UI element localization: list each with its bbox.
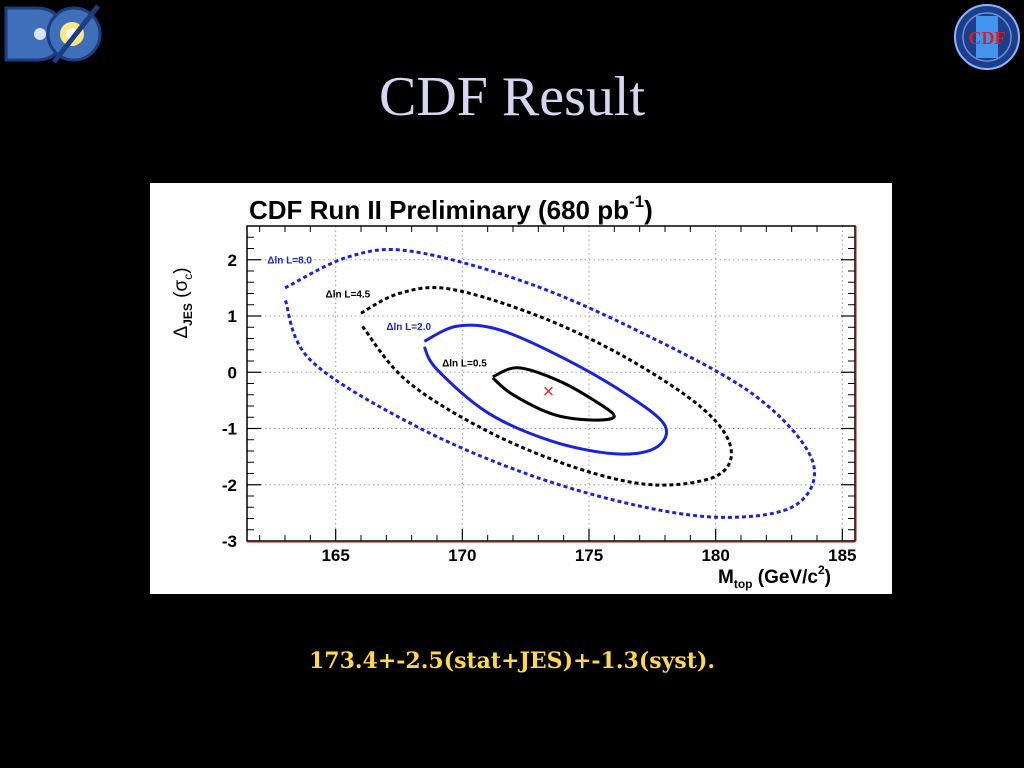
plot-axes: [246, 225, 857, 543]
result-caption: 173.4+-2.5(stat+JES)+-1.3(syst).: [308, 648, 716, 674]
y-tick-label: 1: [228, 307, 237, 326]
contour-label-3: Δln L=2.0: [386, 322, 431, 333]
contour-line-1: [491, 366, 616, 422]
cdf-logo: CDF: [952, 2, 1022, 72]
contour-label-4: Δln L=0.5: [442, 359, 487, 370]
x-tick-label: 170: [448, 546, 476, 565]
d0-logo: [2, 2, 108, 66]
cdf-logo-icon: CDF: [954, 4, 1020, 70]
x-tick-label: 180: [701, 546, 729, 565]
contour-label-1: Δln L=8.0: [267, 256, 312, 267]
x-tick-label: 165: [321, 546, 349, 565]
x-tick-label: 175: [575, 546, 603, 565]
contour-label-2: Δln L=4.5: [326, 289, 371, 300]
y-axis-label: ΔJES (σc): [171, 267, 195, 338]
y-tick-label: -1: [222, 420, 237, 439]
y-tick-label: 0: [228, 363, 237, 382]
plot-grid: [247, 226, 855, 541]
chart-title: CDF Run II Preliminary (680 pb-1): [249, 192, 653, 225]
y-tick-label: -2: [222, 476, 237, 495]
x-axis-label: Mtop (GeV/c2): [718, 563, 831, 591]
contour-layer: [283, 248, 817, 519]
contour-line-2: [422, 323, 669, 456]
contour-line-4: [283, 248, 817, 519]
x-tick-label: 185: [828, 546, 856, 565]
plot-frame: 165 170 175 180 185 2 1 0 -1 -2 -3 Δln L=8.0 Δln L=…: [150, 183, 892, 594]
d0-logo-icon: [4, 4, 102, 64]
y-tick-label: -3: [222, 532, 237, 551]
svg-text:CDF: CDF: [969, 28, 1006, 48]
slide-title: CDF Result: [378, 66, 646, 128]
contour-labels: Δln L=8.0 Δln L=4.5 Δln L=2.0 Δln L=0.5 ×: [267, 256, 554, 403]
tick-labels: 165 170 175 180 185 2 1 0 -1 -2 -3: [222, 251, 857, 565]
best-fit-marker: ×: [543, 381, 555, 403]
y-tick-label: 2: [228, 251, 237, 270]
